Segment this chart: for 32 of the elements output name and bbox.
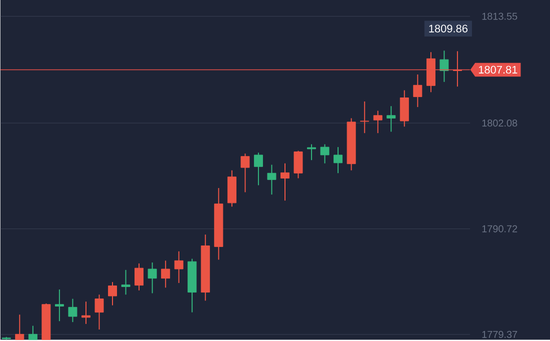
candlestick	[240, 152, 250, 193]
candlestick	[280, 162, 290, 201]
candlestick	[307, 144, 316, 160]
candlestick	[15, 314, 24, 340]
candlestick	[360, 100, 370, 134]
candlestick	[267, 164, 276, 195]
candlestick	[94, 294, 104, 330]
candlestick	[134, 262, 144, 291]
y-tick-label: 1779.37	[482, 330, 518, 338]
candlestick	[108, 281, 118, 306]
y-tick-label: 1813.55	[482, 12, 518, 20]
candlestick	[294, 150, 303, 179]
candlestick	[400, 90, 409, 127]
candlestick	[161, 260, 170, 288]
y-tick-label: 1790.72	[482, 225, 518, 232]
ref-line-label: 1807.81	[478, 66, 518, 74]
candlestick	[81, 300, 90, 324]
candlestick	[28, 325, 38, 340]
candlestick	[148, 262, 157, 294]
candlestick	[54, 288, 64, 322]
annotation: 1809.86	[429, 24, 468, 32]
y-tick-label: 1802.08	[482, 119, 518, 126]
candlestick	[386, 105, 396, 132]
candlestick	[334, 146, 343, 174]
candlestick	[413, 74, 422, 108]
candlestick	[121, 269, 130, 295]
candlestick	[320, 144, 330, 164]
candlestick	[254, 152, 263, 186]
candlestick	[174, 250, 184, 284]
candlestick	[440, 50, 449, 82]
candlestick	[373, 110, 382, 134]
candlestick	[68, 298, 78, 322]
